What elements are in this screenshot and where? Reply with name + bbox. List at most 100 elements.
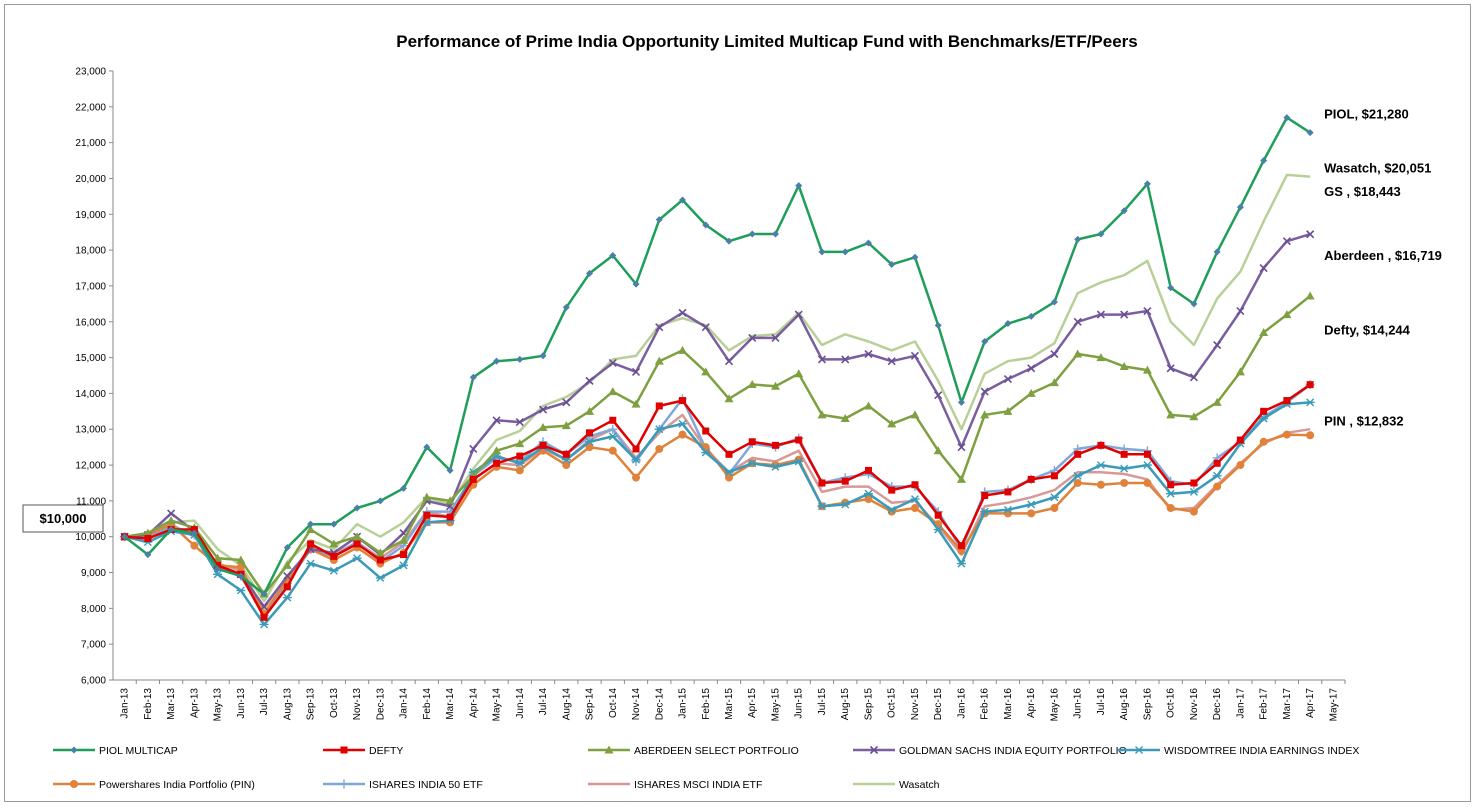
data-point (864, 466, 872, 474)
legend-label: DEFTY (369, 745, 403, 757)
data-point (1235, 367, 1245, 376)
y-tick-label: 12,000 (75, 461, 106, 472)
data-point (1189, 487, 1199, 496)
data-point (1050, 472, 1058, 480)
data-point (608, 424, 618, 434)
data-point (1259, 263, 1268, 273)
data-point (306, 559, 316, 568)
end-value-label: Aberdeen , $16,719 (1324, 248, 1442, 263)
data-point (538, 422, 548, 431)
x-tick-label: Oct-15 (887, 688, 898, 718)
data-point (1167, 481, 1175, 489)
data-point (1236, 203, 1244, 211)
legend-label: WISDOMTREE INDIA EARNINGS INDEX (1164, 745, 1359, 757)
data-point (353, 504, 361, 512)
x-tick-label: Oct-13 (329, 688, 340, 718)
series-layer (120, 114, 1315, 629)
data-point (330, 520, 338, 528)
x-tick-label: Jul-16 (1096, 688, 1107, 716)
x-tick-label: Jul-14 (538, 688, 549, 716)
data-point (863, 401, 873, 410)
data-point (957, 542, 965, 550)
data-point (400, 551, 408, 559)
y-tick-label: 16,000 (75, 317, 106, 328)
data-point (492, 416, 501, 425)
x-tick-label: Jan-15 (678, 688, 689, 719)
data-point (282, 560, 292, 569)
data-point (933, 525, 943, 534)
y-tick-label: 8,000 (81, 604, 106, 615)
x-tick-label: Nov-14 (631, 688, 642, 721)
data-point (863, 489, 873, 498)
data-point (469, 475, 477, 483)
x-tick-label: May-15 (770, 688, 781, 722)
y-tick-label: 15,000 (75, 353, 106, 364)
data-point (190, 541, 199, 550)
x-tick-label: Feb-14 (422, 688, 433, 720)
data-point (1003, 505, 1013, 514)
data-point (817, 355, 827, 364)
data-point (818, 248, 826, 256)
data-point (1213, 248, 1221, 256)
data-point (841, 355, 850, 364)
data-point (515, 439, 525, 448)
data-point (748, 438, 756, 446)
data-point (237, 572, 245, 580)
data-point (1003, 375, 1013, 384)
data-point (1306, 230, 1315, 239)
data-point (1120, 207, 1128, 215)
data-point (934, 511, 942, 519)
data-point (981, 337, 989, 345)
data-point (1259, 414, 1269, 423)
data-point (1212, 471, 1222, 480)
data-point (1026, 500, 1036, 509)
data-point (608, 432, 618, 441)
y-tick-label: 18,000 (75, 246, 106, 257)
data-point (400, 484, 408, 492)
data-point (143, 528, 153, 537)
data-point (608, 446, 617, 455)
data-point (167, 509, 176, 518)
y-tick-label: 14,000 (75, 389, 106, 400)
data-point (539, 441, 547, 449)
x-tick-label: Dec-15 (933, 688, 944, 721)
x-tick-label: Oct-16 (1166, 688, 1177, 718)
data-point (747, 379, 757, 388)
data-point (1074, 235, 1082, 243)
data-point (1212, 397, 1222, 406)
data-point (1190, 479, 1198, 487)
data-point (260, 613, 268, 621)
data-point (1073, 478, 1082, 487)
data-point (214, 561, 222, 569)
data-point (1096, 353, 1106, 362)
data-point (609, 416, 617, 424)
x-tick-label: Feb-17 (1259, 688, 1270, 720)
x-tick-label: Jun-16 (1073, 688, 1084, 719)
data-point (1283, 397, 1291, 405)
end-value-label: PIN , $12,832 (1324, 413, 1404, 428)
data-point (679, 196, 687, 204)
data-point (725, 450, 733, 458)
data-point (562, 303, 570, 311)
y-tick-label: 13,000 (75, 425, 106, 436)
data-point (748, 230, 756, 238)
end-value-label: PIOL, $21,280 (1324, 107, 1409, 122)
data-point (539, 352, 547, 360)
data-point (702, 221, 710, 229)
data-point (1306, 381, 1314, 389)
x-tick-label: Mar-15 (724, 688, 735, 720)
data-point (678, 430, 687, 439)
data-point (1049, 493, 1059, 502)
series-line (124, 173, 1311, 603)
data-point (492, 446, 502, 455)
data-point (1166, 410, 1176, 419)
x-tick-label: May-14 (492, 688, 503, 722)
data-point (1189, 412, 1199, 421)
data-point (190, 529, 198, 537)
x-tick-label: Oct-14 (608, 688, 619, 718)
data-point (1282, 310, 1292, 319)
data-point (1003, 406, 1013, 415)
data-point (585, 443, 594, 452)
data-point (655, 402, 663, 410)
x-tick-label: Sep-16 (1142, 688, 1153, 721)
